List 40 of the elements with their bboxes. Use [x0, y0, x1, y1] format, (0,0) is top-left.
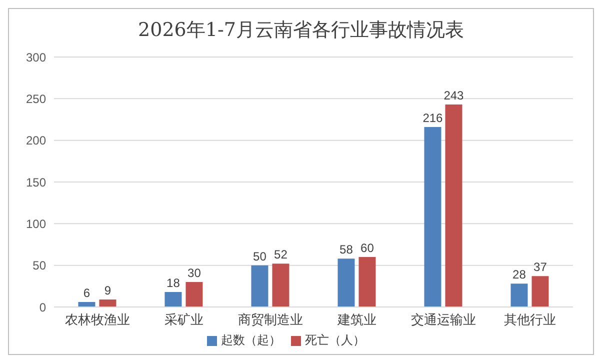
data-label: 9: [104, 284, 112, 298]
y-tick-label: 50: [32, 258, 46, 273]
data-label: 37: [534, 260, 548, 274]
legend-label: 起数（起）: [221, 333, 281, 347]
data-label: 18: [166, 276, 180, 290]
x-tick-label: 商贸制造业: [238, 312, 303, 328]
x-tick-label: 农林牧渔业: [64, 312, 130, 328]
y-tick-label: 150: [26, 175, 46, 190]
data-label: 6: [83, 286, 90, 300]
y-tick-label: 200: [26, 134, 46, 148]
x-tick-label: 建筑业: [336, 312, 376, 328]
bar: [272, 264, 290, 307]
legend-label: 死亡（人）: [305, 333, 365, 347]
data-label: 28: [512, 268, 526, 282]
bar: [445, 104, 462, 307]
y-tick-label: 0: [39, 300, 46, 314]
x-tick-label: 交通运输业: [410, 312, 476, 328]
x-tick-label: 采矿业: [164, 312, 204, 328]
bar: [251, 265, 268, 307]
x-tick-label: 其他行业: [504, 312, 556, 328]
bar: [186, 282, 203, 307]
bar: [510, 284, 528, 307]
bar: [338, 258, 355, 307]
bar: [532, 276, 549, 307]
data-label: 30: [188, 266, 202, 280]
data-label: 243: [444, 88, 464, 102]
bar: [424, 127, 442, 307]
bar: [358, 257, 376, 307]
bar: [99, 300, 116, 307]
y-tick-label: 250: [26, 92, 46, 106]
data-label: 216: [422, 111, 444, 125]
chart-title: 2026年1-7月云南省各行业事故情况表: [137, 18, 465, 43]
bar: [78, 302, 96, 307]
data-label: 58: [340, 242, 354, 257]
data-label: 50: [253, 249, 267, 264]
y-tick-label: 300: [26, 50, 46, 64]
y-tick-label: 100: [26, 216, 46, 231]
data-label: 52: [274, 248, 288, 262]
bar: [164, 292, 182, 307]
data-label: 60: [360, 241, 374, 255]
